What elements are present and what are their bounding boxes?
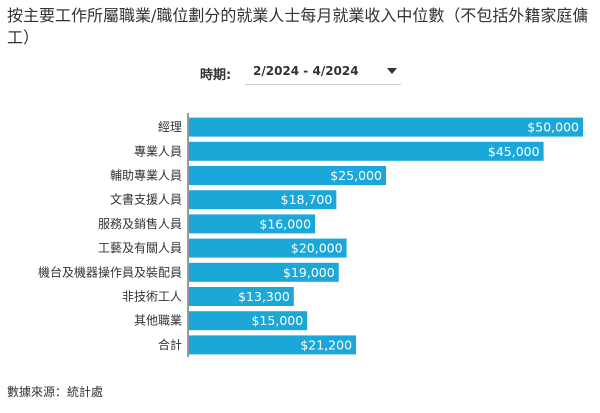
bar[interactable] <box>189 335 357 355</box>
value-label: $50,000 <box>527 120 579 135</box>
value-label: $45,000 <box>488 144 540 159</box>
value-label: $18,700 <box>281 192 333 207</box>
category-label: 機台及機器操作員及裝配員 <box>38 264 182 279</box>
bar[interactable] <box>189 262 339 282</box>
category-label: 輔助專業人員 <box>110 169 182 183</box>
category-label: 專業人員 <box>134 144 182 158</box>
bar[interactable] <box>189 141 544 161</box>
value-label: $20,000 <box>291 241 343 256</box>
bar[interactable] <box>189 238 347 258</box>
value-label: $19,000 <box>283 265 335 280</box>
period-select[interactable]: 2/2024 - 4/2024 <box>245 60 401 85</box>
bar[interactable] <box>189 166 386 185</box>
bar[interactable] <box>189 287 294 306</box>
data-source: 數據來源：統計處 <box>7 385 104 399</box>
category-label: 經理 <box>158 120 182 134</box>
category-label: 文書支援人員 <box>110 192 182 207</box>
chart-title: 按主要工作所屬職業/職位劃分的就業人士每月就業收入中位數（不包括外籍家庭傭工） <box>7 6 589 47</box>
value-label: $25,000 <box>330 168 382 183</box>
category-label: 服務及銷售人員 <box>98 216 182 231</box>
bar[interactable] <box>189 190 337 210</box>
value-label: $15,000 <box>251 313 303 328</box>
period-label: 時期: <box>200 68 232 83</box>
chevron-down-icon[interactable] <box>387 68 397 74</box>
value-label: $16,000 <box>259 216 311 231</box>
bar[interactable] <box>189 214 316 234</box>
value-label: $21,200 <box>300 337 352 352</box>
period-value: 2/2024 - 4/2024 <box>253 64 359 78</box>
bar[interactable] <box>189 311 308 331</box>
bar[interactable] <box>189 117 583 137</box>
category-label: 工藝及有關人員 <box>98 241 182 255</box>
category-label: 非技術工人 <box>122 290 182 304</box>
category-label: 合計 <box>158 337 182 352</box>
period-filter: 時期: 2/2024 - 4/2024 <box>0 60 600 86</box>
category-label: 其他職業 <box>134 314 182 328</box>
value-label: $13,300 <box>238 289 290 304</box>
bar-chart: 經理 $50,000 專業人員 $45,000 輔助專業人員 $25,000 文書支援人員 $… <box>38 113 583 357</box>
